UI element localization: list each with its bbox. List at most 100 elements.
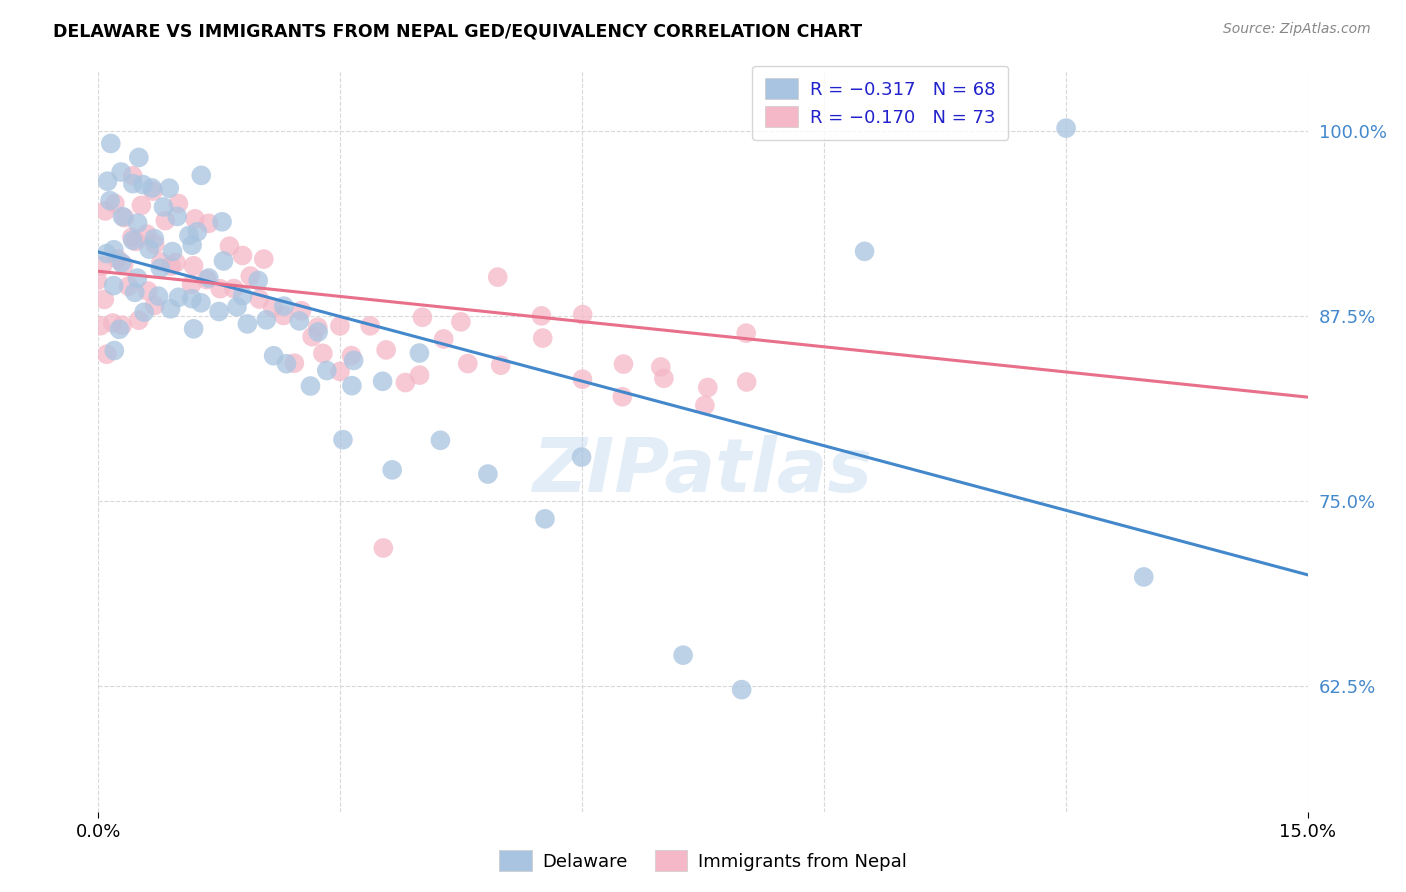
- Point: [236, 317, 259, 331]
- Point: [121, 233, 143, 247]
- Point: [127, 216, 149, 230]
- Point: [103, 343, 125, 358]
- Point: [429, 434, 451, 448]
- Point: [157, 181, 180, 195]
- Point: [190, 295, 212, 310]
- Point: [312, 346, 335, 360]
- Point: [612, 357, 634, 371]
- Point: [340, 349, 363, 363]
- Point: [128, 151, 150, 165]
- Point: [121, 230, 143, 244]
- Point: [93, 293, 115, 307]
- Point: [218, 239, 240, 253]
- Point: [672, 648, 695, 662]
- Point: [375, 343, 398, 357]
- Point: [167, 290, 190, 304]
- Point: [112, 258, 135, 272]
- Point: [121, 169, 143, 183]
- Point: [149, 261, 172, 276]
- Point: [693, 398, 716, 412]
- Point: [111, 318, 134, 333]
- Text: DELAWARE VS IMMIGRANTS FROM NEPAL GED/EQUIVALENCY CORRELATION CHART: DELAWARE VS IMMIGRANTS FROM NEPAL GED/EQ…: [53, 22, 862, 40]
- Point: [332, 433, 354, 447]
- Point: [166, 210, 188, 224]
- Point: [477, 467, 499, 481]
- Point: [134, 305, 156, 319]
- Point: [181, 238, 204, 252]
- Point: [283, 356, 305, 370]
- Point: [180, 277, 202, 292]
- Point: [100, 136, 122, 151]
- Point: [247, 273, 270, 287]
- Point: [411, 310, 433, 325]
- Point: [273, 309, 295, 323]
- Point: [530, 309, 553, 323]
- Point: [96, 246, 118, 260]
- Point: [159, 301, 181, 316]
- Point: [531, 331, 554, 345]
- Point: [190, 169, 212, 183]
- Point: [143, 298, 166, 312]
- Point: [112, 211, 135, 225]
- Point: [94, 203, 117, 218]
- Point: [381, 463, 404, 477]
- Point: [276, 357, 298, 371]
- Point: [197, 216, 219, 230]
- Point: [103, 278, 125, 293]
- Point: [110, 165, 132, 179]
- Point: [180, 292, 202, 306]
- Point: [652, 371, 675, 385]
- Point: [262, 301, 284, 315]
- Point: [288, 314, 311, 328]
- Point: [198, 271, 221, 285]
- Point: [231, 248, 253, 262]
- Point: [167, 196, 190, 211]
- Point: [143, 231, 166, 245]
- Point: [735, 326, 758, 340]
- Point: [132, 178, 155, 192]
- Point: [307, 320, 329, 334]
- Point: [232, 289, 254, 303]
- Point: [184, 211, 207, 226]
- Point: [117, 279, 139, 293]
- Point: [408, 368, 430, 383]
- Point: [148, 289, 170, 303]
- Point: [142, 184, 165, 198]
- Point: [394, 376, 416, 390]
- Point: [101, 316, 124, 330]
- Point: [343, 353, 366, 368]
- Point: [735, 375, 758, 389]
- Point: [273, 299, 295, 313]
- Point: [222, 282, 245, 296]
- Point: [125, 235, 148, 249]
- Point: [1133, 570, 1156, 584]
- Legend: Delaware, Immigrants from Nepal: Delaware, Immigrants from Nepal: [492, 843, 914, 879]
- Point: [371, 374, 394, 388]
- Point: [731, 682, 754, 697]
- Point: [208, 304, 231, 318]
- Point: [329, 364, 352, 378]
- Point: [433, 332, 456, 346]
- Point: [359, 318, 381, 333]
- Point: [103, 243, 125, 257]
- Point: [226, 300, 249, 314]
- Point: [239, 268, 262, 283]
- Point: [162, 244, 184, 259]
- Point: [165, 255, 187, 269]
- Point: [183, 259, 205, 273]
- Point: [486, 270, 509, 285]
- Point: [1054, 121, 1077, 136]
- Point: [290, 303, 312, 318]
- Point: [329, 318, 352, 333]
- Point: [143, 237, 166, 252]
- Point: [195, 272, 218, 286]
- Point: [650, 359, 672, 374]
- Point: [489, 358, 512, 372]
- Point: [340, 378, 363, 392]
- Point: [450, 315, 472, 329]
- Point: [111, 210, 134, 224]
- Point: [612, 390, 634, 404]
- Text: Source: ZipAtlas.com: Source: ZipAtlas.com: [1223, 22, 1371, 37]
- Point: [160, 259, 183, 273]
- Point: [253, 252, 276, 266]
